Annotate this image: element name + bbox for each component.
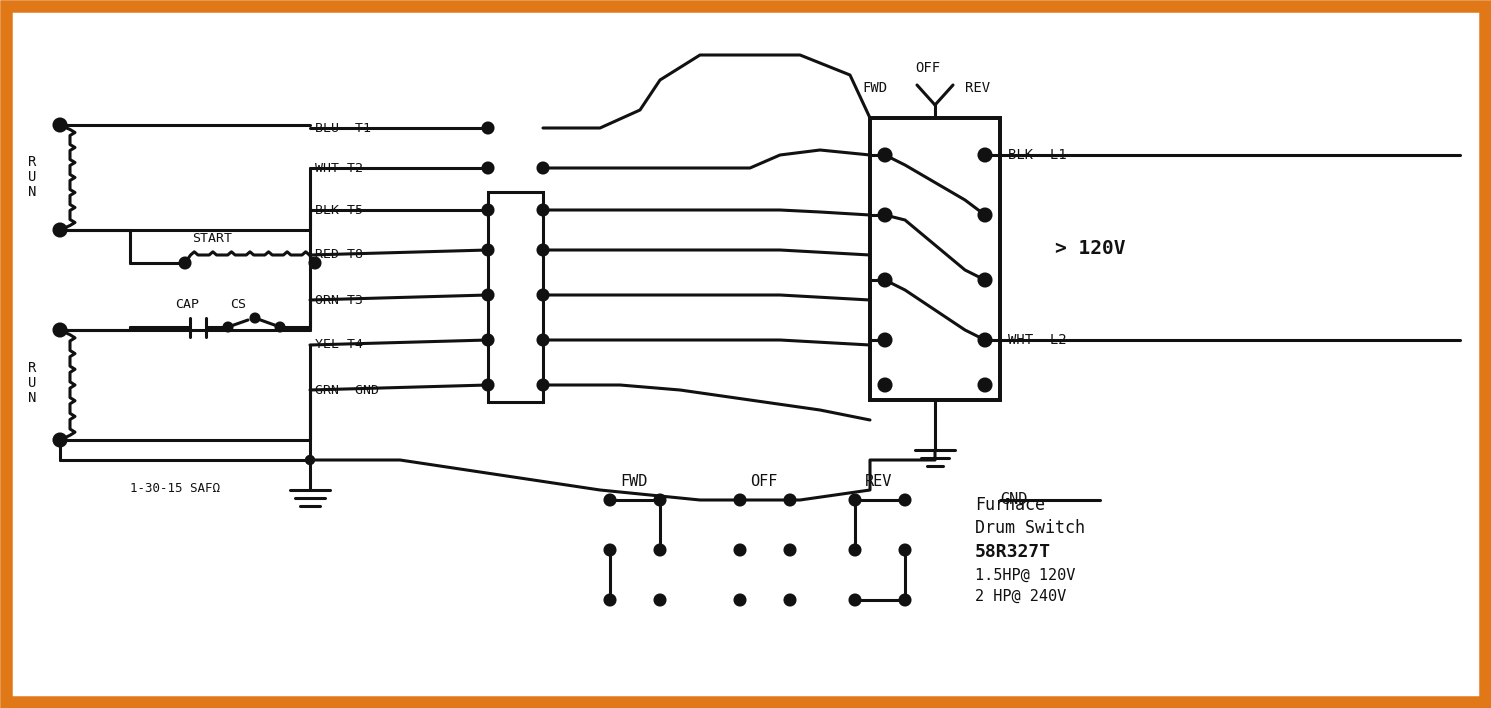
Text: OFF: OFF (750, 474, 777, 489)
Circle shape (538, 380, 549, 390)
Text: START: START (192, 232, 233, 244)
Bar (488, 192, 543, 402)
Bar (871, 118, 1000, 400)
Circle shape (483, 290, 494, 300)
Circle shape (655, 545, 665, 555)
Circle shape (538, 245, 549, 255)
Circle shape (538, 335, 549, 345)
Text: > 120V: > 120V (1056, 239, 1126, 258)
Circle shape (224, 323, 233, 331)
Circle shape (180, 258, 189, 268)
Text: REV: REV (865, 474, 893, 489)
Text: U: U (28, 170, 36, 184)
Circle shape (901, 545, 910, 555)
Circle shape (850, 595, 860, 605)
Circle shape (306, 455, 315, 465)
Text: ORN T3: ORN T3 (315, 294, 362, 307)
Text: BLK T5: BLK T5 (315, 203, 362, 217)
Circle shape (54, 324, 66, 336)
Circle shape (880, 209, 892, 221)
Circle shape (54, 224, 66, 236)
Text: 1-30-15 SAFΩ: 1-30-15 SAFΩ (130, 481, 221, 494)
Text: BLK  L1: BLK L1 (1008, 148, 1066, 162)
Text: 1.5HP@ 120V: 1.5HP@ 120V (975, 568, 1075, 583)
Circle shape (250, 314, 259, 322)
Text: WHT  L2: WHT L2 (1008, 333, 1066, 347)
Circle shape (605, 595, 614, 605)
Text: U: U (28, 376, 36, 390)
Circle shape (784, 495, 795, 505)
Circle shape (735, 545, 746, 555)
Circle shape (980, 334, 992, 346)
Circle shape (655, 595, 665, 605)
Circle shape (483, 245, 494, 255)
Circle shape (880, 379, 892, 391)
Circle shape (735, 595, 746, 605)
Circle shape (605, 495, 614, 505)
Circle shape (980, 379, 992, 391)
Circle shape (980, 149, 992, 161)
Text: OFF: OFF (915, 61, 941, 75)
Text: BLU  T1: BLU T1 (315, 122, 371, 135)
Circle shape (54, 119, 66, 131)
Circle shape (483, 205, 494, 215)
Text: R: R (28, 155, 36, 169)
Text: N: N (28, 185, 36, 199)
Circle shape (880, 334, 892, 346)
Circle shape (276, 323, 283, 331)
Text: 2 HP@ 240V: 2 HP@ 240V (975, 588, 1066, 603)
Text: Drum Switch: Drum Switch (975, 519, 1085, 537)
Text: FWD: FWD (862, 81, 887, 95)
Circle shape (483, 335, 494, 345)
Circle shape (980, 274, 992, 286)
Text: CS: CS (230, 299, 246, 312)
Circle shape (880, 149, 892, 161)
Circle shape (483, 380, 494, 390)
Circle shape (784, 545, 795, 555)
Circle shape (306, 455, 315, 465)
Circle shape (901, 595, 910, 605)
Text: REV: REV (965, 81, 990, 95)
Text: YEL T4: YEL T4 (315, 338, 362, 351)
Text: Furnace: Furnace (975, 496, 1045, 514)
Circle shape (310, 258, 321, 268)
Circle shape (850, 545, 860, 555)
Circle shape (538, 163, 549, 173)
Circle shape (538, 205, 549, 215)
Circle shape (538, 380, 549, 390)
Circle shape (483, 123, 494, 133)
Circle shape (538, 290, 549, 300)
Text: RED T8: RED T8 (315, 249, 362, 261)
Text: 58R327T: 58R327T (975, 543, 1051, 561)
Text: GRN  GND: GRN GND (315, 384, 379, 396)
Circle shape (605, 545, 614, 555)
Circle shape (655, 495, 665, 505)
Text: GND: GND (1000, 493, 1027, 508)
Circle shape (901, 495, 910, 505)
Circle shape (980, 209, 992, 221)
Text: WHT T2: WHT T2 (315, 161, 362, 174)
Text: FWD: FWD (620, 474, 647, 489)
Circle shape (735, 495, 746, 505)
Circle shape (850, 495, 860, 505)
Circle shape (880, 274, 892, 286)
Circle shape (483, 163, 494, 173)
Text: CAP: CAP (174, 299, 198, 312)
Text: R: R (28, 361, 36, 375)
Circle shape (54, 434, 66, 446)
Text: N: N (28, 391, 36, 405)
Circle shape (784, 595, 795, 605)
